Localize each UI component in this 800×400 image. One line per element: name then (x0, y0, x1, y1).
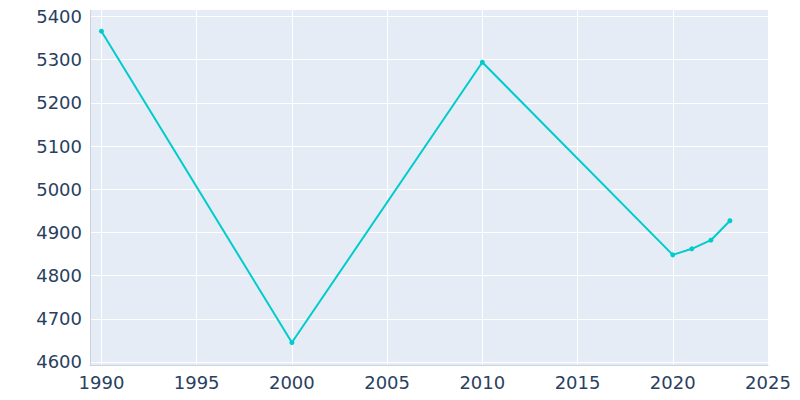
svg-text:2015: 2015 (555, 372, 601, 393)
svg-text:5300: 5300 (36, 49, 82, 70)
svg-text:5400: 5400 (36, 6, 82, 27)
svg-text:5100: 5100 (36, 136, 82, 157)
svg-text:5200: 5200 (36, 92, 82, 113)
svg-text:2020: 2020 (650, 372, 696, 393)
svg-text:5000: 5000 (36, 179, 82, 200)
svg-text:2000: 2000 (269, 372, 315, 393)
svg-text:4700: 4700 (36, 308, 82, 329)
svg-text:2010: 2010 (459, 372, 505, 393)
svg-text:4800: 4800 (36, 265, 82, 286)
svg-text:4900: 4900 (36, 222, 82, 243)
svg-text:4600: 4600 (36, 351, 82, 372)
svg-text:1995: 1995 (174, 372, 220, 393)
svg-text:2005: 2005 (364, 372, 410, 393)
svg-text:1990: 1990 (79, 372, 125, 393)
svg-text:2025: 2025 (745, 372, 791, 393)
